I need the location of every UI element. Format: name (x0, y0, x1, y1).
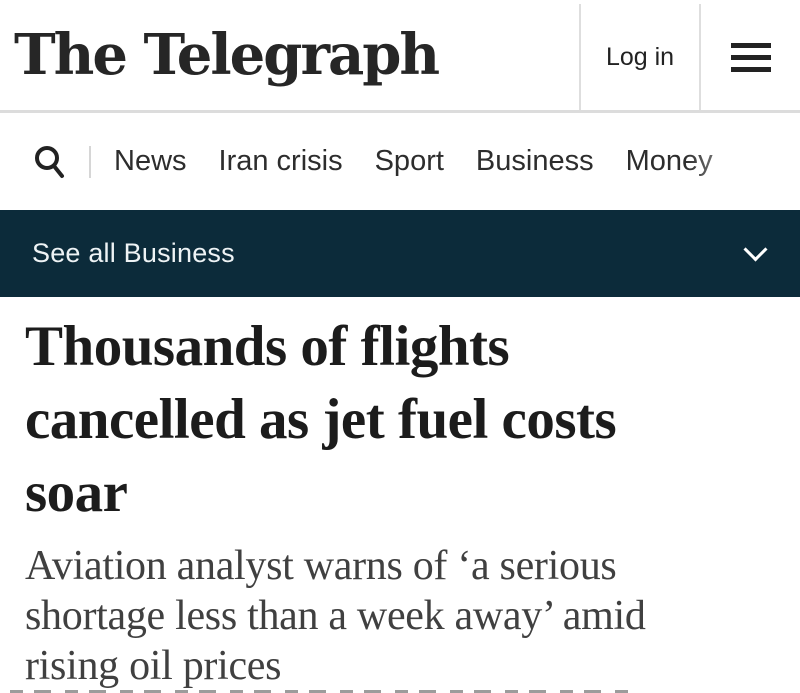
see-all-business-bar[interactable]: See all Business (0, 210, 800, 297)
nav-item-iran-crisis[interactable]: Iran crisis (218, 145, 343, 177)
standfirst-line: shortage less than a week away’ amid (25, 593, 646, 639)
nav-item-sport[interactable]: Sport (374, 145, 444, 177)
headline-line: soar (25, 461, 128, 524)
search-icon (35, 145, 64, 178)
standfirst: Aviation analyst warns of ‘a serious sho… (25, 541, 780, 691)
search-button[interactable] (33, 144, 67, 180)
standfirst-line: rising oil prices (25, 643, 282, 689)
header: The Telegraph Log in (0, 0, 800, 113)
logo-cell: The Telegraph (0, 0, 579, 110)
telegraph-logo[interactable]: The Telegraph (14, 22, 440, 88)
login-button[interactable]: Log in (605, 42, 675, 71)
standfirst-line: Aviation analyst warns of ‘a serious (25, 543, 617, 589)
article: Thousands of flights cancelled as jet fu… (25, 297, 780, 691)
nav-divider (89, 145, 91, 178)
hamburger-menu-button[interactable] (727, 39, 775, 76)
see-all-business-label: See all Business (32, 238, 235, 268)
nav-item-money[interactable]: Money (625, 145, 713, 177)
nav-item-business[interactable]: Business (475, 145, 594, 177)
nav-items: News Iran crisis Sport Business Money (114, 147, 713, 176)
login-cell: Log in (579, 4, 699, 110)
nav-item-news[interactable]: News (114, 145, 187, 177)
headline: Thousands of flights cancelled as jet fu… (25, 310, 780, 529)
section-nav: News Iran crisis Sport Business Money (0, 116, 800, 207)
menu-cell (699, 4, 800, 110)
hamburger-icon (730, 42, 771, 48)
headline-line: Thousands of flights (25, 315, 510, 378)
cutoff-next-line (10, 690, 635, 693)
headline-line: cancelled as jet fuel costs (25, 388, 617, 451)
chevron-down-icon (743, 237, 768, 262)
